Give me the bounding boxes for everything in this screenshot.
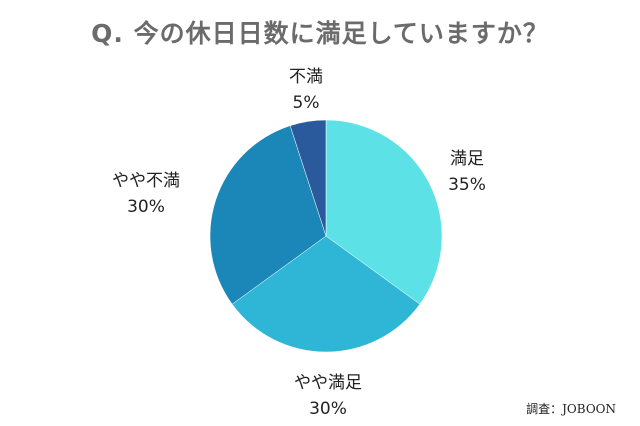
slice-label-satisfied: 満足 35% [448, 146, 486, 198]
slice-label-value: 30% [309, 399, 347, 419]
slice-label-name: やや不満 [112, 171, 180, 191]
slice-label-name: 不満 [289, 67, 323, 87]
pie-slice-3 [289, 119, 327, 237]
slice-label-dissatisfied: 不満 5% [289, 64, 323, 116]
slice-label-name: やや満足 [294, 373, 362, 393]
source-note: 調査：JOBOON [526, 402, 616, 416]
pie-slice-2 [209, 125, 327, 305]
slice-label-name: 満足 [449, 149, 484, 169]
slice-label-value: 30% [127, 197, 165, 217]
pie-slice-1 [231, 235, 421, 353]
slice-label-somewhat-satisfied: やや満足 30% [294, 370, 362, 422]
slice-label-somewhat-dissatisfied: やや不満 30% [112, 168, 180, 220]
slice-label-value: 35% [448, 175, 486, 195]
chart-title: Q. 今の休日日数に満足していますか？ [91, 19, 549, 48]
slice-label-value: 5% [292, 93, 320, 113]
pie-slice-0 [325, 119, 443, 305]
